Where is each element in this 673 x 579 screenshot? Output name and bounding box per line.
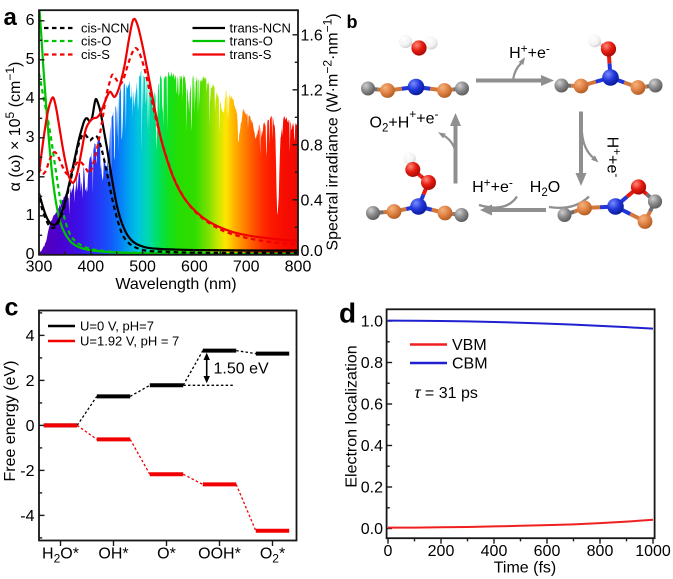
svg-text:0.8: 0.8 bbox=[361, 355, 383, 372]
svg-text:500: 500 bbox=[129, 258, 156, 275]
svg-text:H2O*: H2O* bbox=[42, 546, 79, 566]
svg-text:1000: 1000 bbox=[635, 543, 671, 560]
svg-text:400: 400 bbox=[77, 258, 104, 275]
svg-text:trans-O: trans-O bbox=[230, 34, 273, 49]
svg-text:0.8: 0.8 bbox=[301, 137, 323, 154]
svg-text:0.6: 0.6 bbox=[361, 397, 383, 414]
svg-text:1.6: 1.6 bbox=[301, 27, 323, 44]
svg-text:0.0: 0.0 bbox=[301, 243, 323, 260]
svg-text:CBM: CBM bbox=[452, 356, 488, 373]
svg-text:d: d bbox=[339, 298, 356, 329]
svg-text:700: 700 bbox=[233, 258, 260, 275]
svg-text:400: 400 bbox=[481, 543, 508, 560]
svg-text:Spectral irradiance (W·m−2·nm−: Spectral irradiance (W·m−2·nm−1) bbox=[321, 13, 342, 250]
svg-text:0: 0 bbox=[26, 418, 35, 435]
svg-text:c: c bbox=[5, 293, 19, 321]
svg-text:Electron localization: Electron localization bbox=[344, 345, 361, 487]
svg-text:0.4: 0.4 bbox=[301, 192, 323, 209]
svg-text:0: 0 bbox=[26, 246, 35, 263]
svg-text:200: 200 bbox=[428, 543, 455, 560]
svg-text:b: b bbox=[347, 12, 358, 32]
svg-text:4: 4 bbox=[26, 328, 35, 345]
svg-text:Free energy (eV): Free energy (eV) bbox=[2, 361, 19, 482]
svg-text:-4: -4 bbox=[20, 508, 34, 525]
svg-text:trans-S: trans-S bbox=[230, 47, 272, 62]
svg-text:2: 2 bbox=[26, 168, 35, 185]
svg-text:600: 600 bbox=[181, 258, 208, 275]
svg-text:U=0 V, pH=7: U=0 V, pH=7 bbox=[80, 319, 154, 334]
svg-text:τ = 31 ps: τ = 31 ps bbox=[415, 385, 478, 402]
svg-text:1.50 eV: 1.50 eV bbox=[214, 361, 269, 378]
svg-text:VBM: VBM bbox=[452, 337, 487, 354]
svg-text:600: 600 bbox=[534, 543, 561, 560]
svg-text:5: 5 bbox=[26, 51, 35, 68]
svg-text:3: 3 bbox=[26, 129, 35, 146]
svg-text:0.2: 0.2 bbox=[361, 480, 383, 497]
svg-text:trans-NCN: trans-NCN bbox=[230, 21, 291, 36]
svg-text:1: 1 bbox=[26, 207, 35, 224]
svg-text:H2O: H2O bbox=[530, 179, 560, 199]
svg-text:2: 2 bbox=[26, 373, 35, 390]
svg-text:α (ω) × 105 (cm−1): α (ω) × 105 (cm−1) bbox=[3, 62, 24, 192]
svg-text:O2*: O2* bbox=[260, 546, 285, 566]
svg-text:O*: O* bbox=[157, 546, 176, 563]
svg-text:-2: -2 bbox=[20, 463, 34, 480]
svg-text:cis-O: cis-O bbox=[81, 34, 111, 49]
svg-text:1.0: 1.0 bbox=[361, 314, 383, 331]
svg-text:U=1.92 V, pH = 7: U=1.92 V, pH = 7 bbox=[80, 334, 179, 349]
svg-text:800: 800 bbox=[587, 543, 614, 560]
svg-text:300: 300 bbox=[26, 258, 53, 275]
svg-text:4: 4 bbox=[26, 90, 35, 107]
svg-text:OH*: OH* bbox=[98, 546, 128, 563]
svg-text:OOH*: OOH* bbox=[198, 546, 241, 563]
svg-text:Time (fs): Time (fs) bbox=[494, 560, 557, 577]
svg-text:a: a bbox=[4, 4, 18, 31]
svg-text:1.2: 1.2 bbox=[301, 82, 323, 99]
svg-text:0.0: 0.0 bbox=[361, 521, 383, 538]
svg-text:Wavelength (nm): Wavelength (nm) bbox=[115, 276, 236, 293]
svg-text:800: 800 bbox=[285, 258, 312, 275]
svg-text:H++e-: H++e- bbox=[509, 42, 550, 63]
svg-text:cis-S: cis-S bbox=[81, 47, 110, 62]
svg-text:0.4: 0.4 bbox=[361, 438, 383, 455]
svg-text:0: 0 bbox=[384, 543, 393, 560]
svg-text:6: 6 bbox=[26, 12, 35, 29]
svg-text:H++e-: H++e- bbox=[604, 137, 625, 178]
svg-text:H++e-: H++e- bbox=[472, 176, 513, 197]
svg-text:cis-NCN: cis-NCN bbox=[81, 21, 129, 36]
